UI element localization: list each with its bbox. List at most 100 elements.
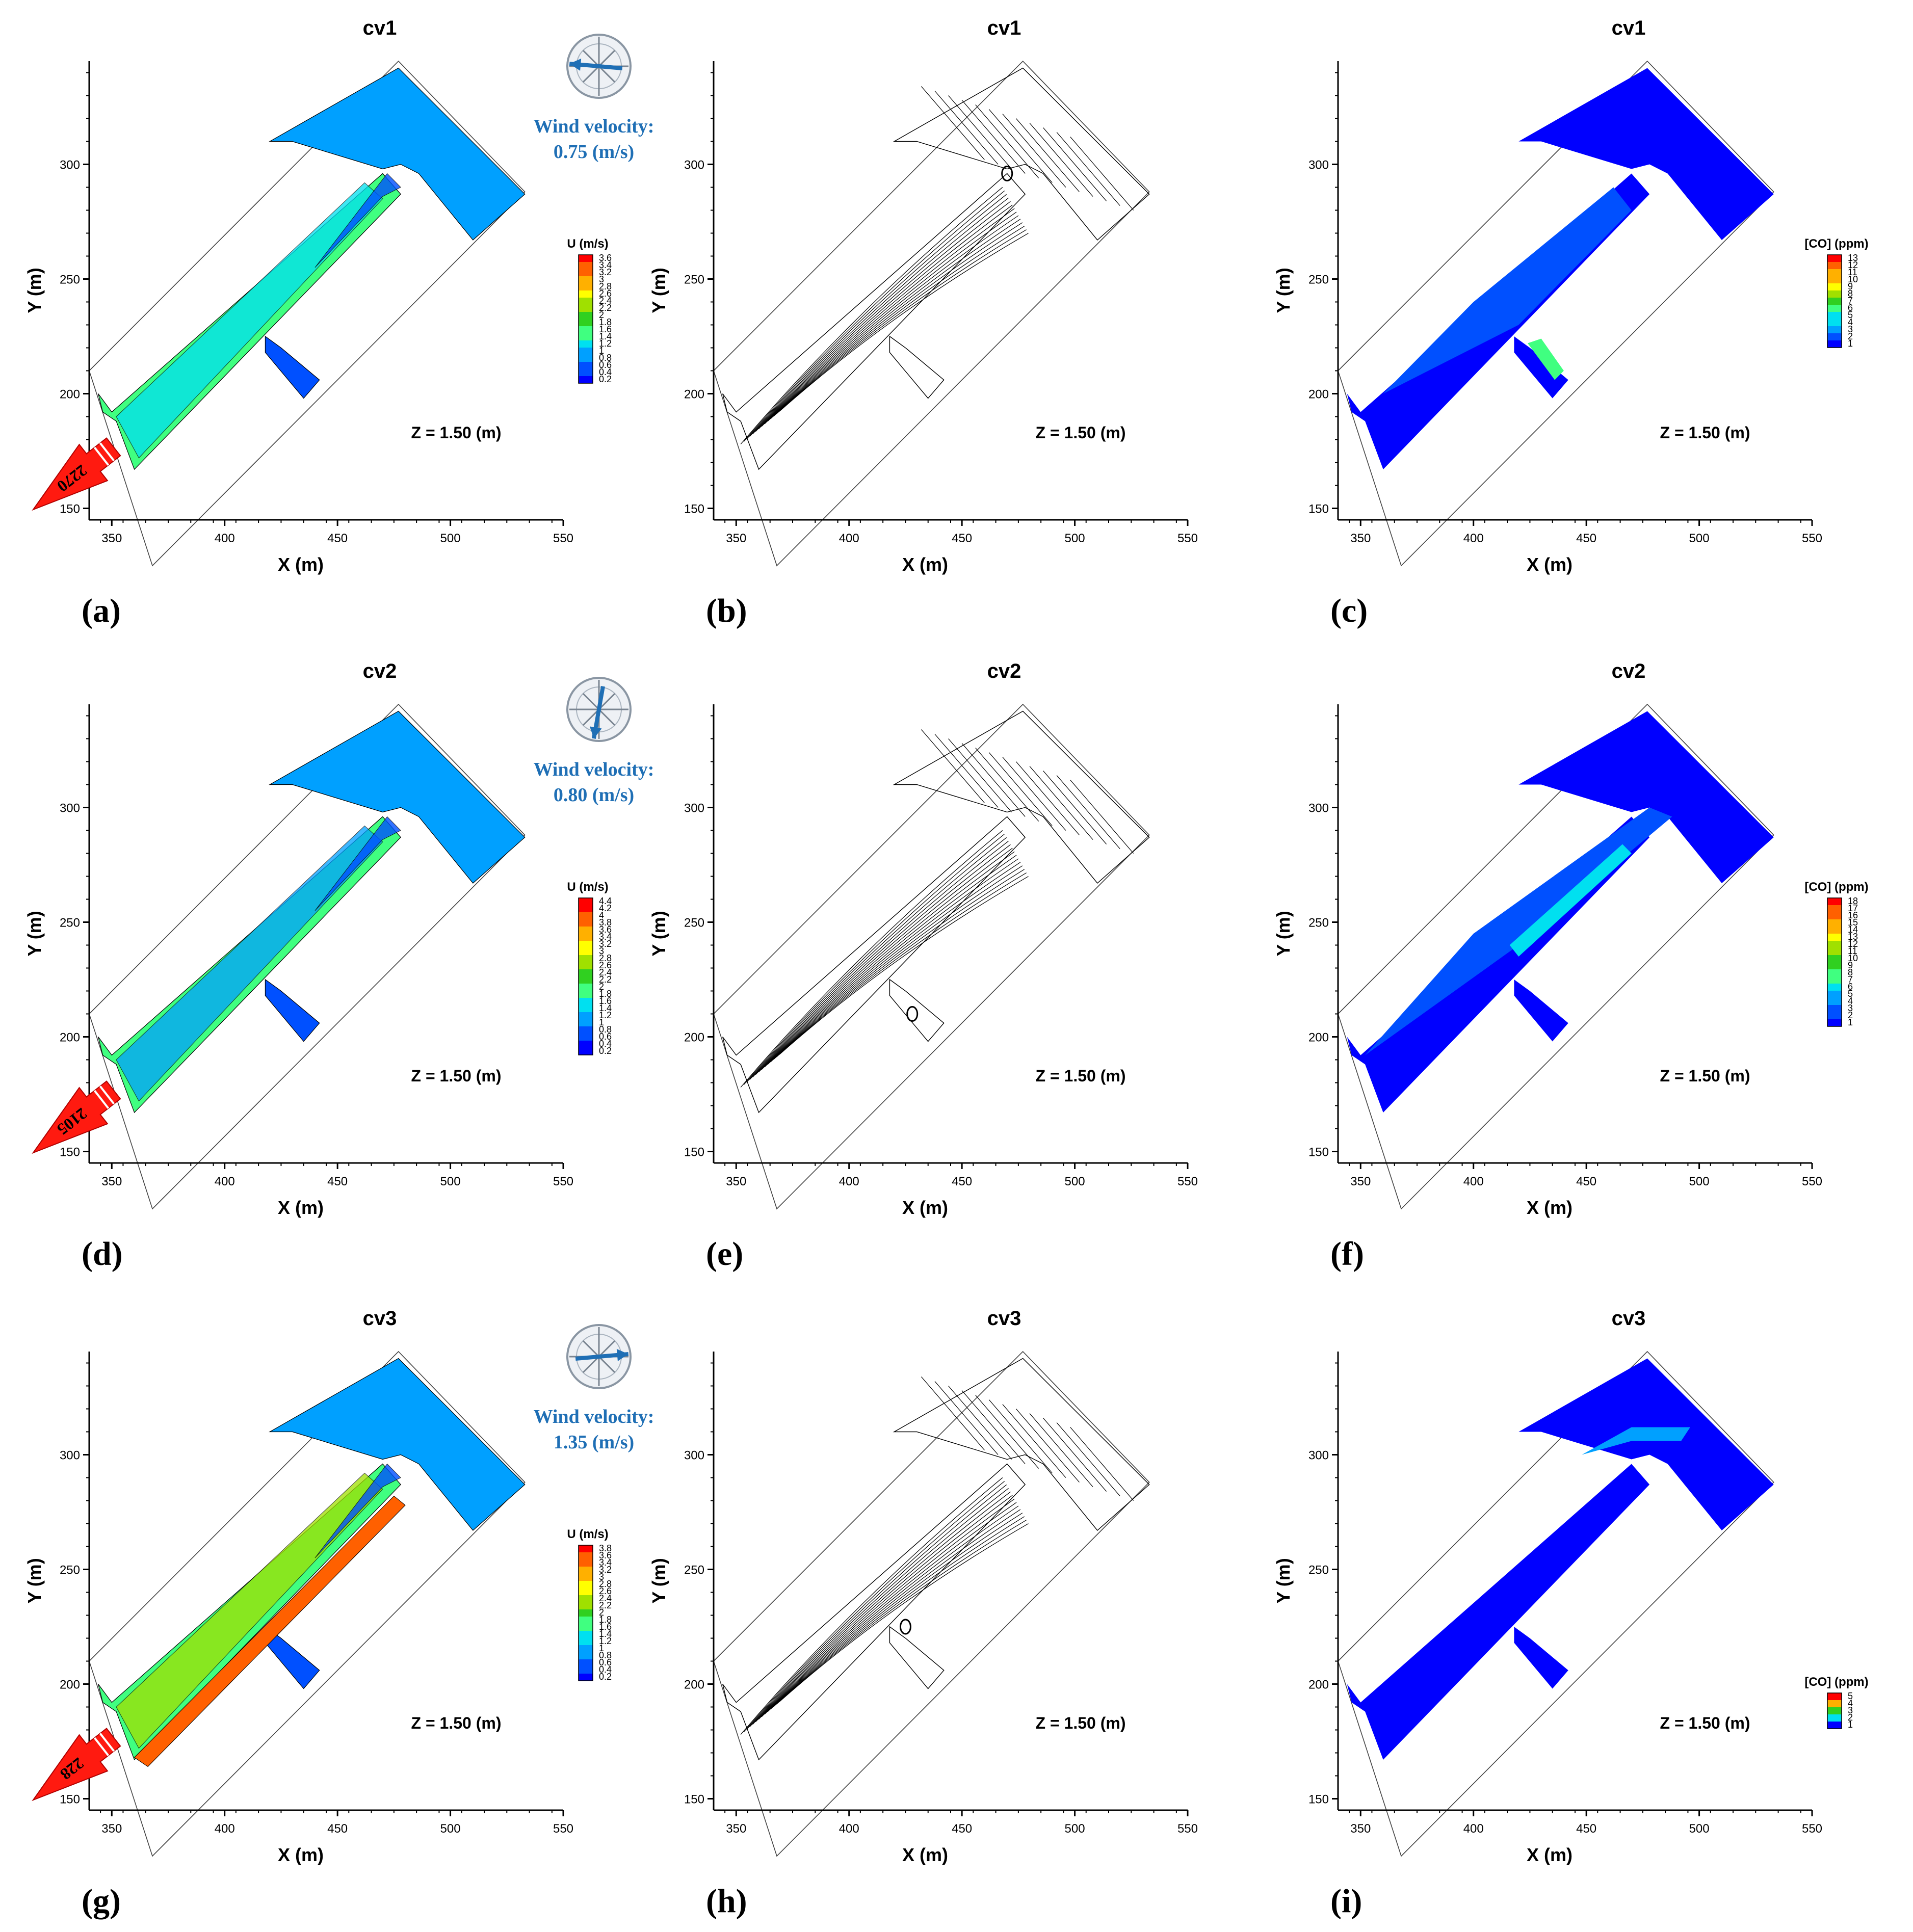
streamline [764,858,1019,1068]
velocity-field-side-street [265,978,320,1042]
legend-swatch [579,340,593,348]
streamline [779,233,1029,412]
streamline [758,1498,1015,1720]
streamline [743,833,1005,1085]
streamline [1070,1427,1134,1501]
legend-tick-label: 0.2 [599,1046,612,1056]
y-tick-label: 250 [1308,273,1329,287]
y-tick-label: 150 [60,1793,80,1807]
traffic-flow-arrow-icon: 2105 [32,1080,121,1154]
legend-swatch [1827,962,1842,969]
x-tick-label: 350 [101,532,122,545]
legend-swatch [579,969,593,976]
domain-boundary [713,60,1150,567]
y-tick-label: 200 [684,1678,704,1692]
z-label: Z = 1.50 (m) [1036,424,1126,442]
legend-swatch [579,355,593,362]
wind-velocity-value: 0.75 (m/s) [554,141,634,163]
x-axis-label: X (m) [278,1197,324,1218]
legend-swatch [579,1574,593,1581]
streamline [921,86,985,160]
legend-swatch [579,1559,593,1567]
x-tick-label: 400 [1463,1822,1484,1836]
streamline [921,729,985,803]
compass-point-icon [582,49,600,67]
legend-swatch [579,998,593,1005]
legend-swatch [1827,269,1842,276]
streamline [1002,1404,1066,1478]
legend-swatch [579,898,593,905]
y-tick-label: 200 [60,388,80,402]
legend-tick-label: 1 [599,346,604,356]
legend-title: [CO] (ppm) [1804,237,1868,251]
legend-swatch [579,319,593,326]
panel-f: cv2 350 400 450 500 550 150 200 250 300 X (m) Y (m)… [1273,660,1869,1273]
legend-swatch [1827,340,1842,348]
z-label: Z = 1.50 (m) [1036,1714,1126,1732]
legend-swatch [579,1545,593,1552]
streamline [1002,757,1066,831]
legend-tick-label: 0.6 [599,1657,612,1668]
x-tick-label: 350 [1350,1175,1371,1188]
streamline [740,830,1003,1088]
legend-swatch [1827,1012,1842,1019]
streamline [749,1488,1009,1728]
legend-swatch [579,362,593,369]
legend-tick-label: 3.6 [599,924,612,935]
legend-swatch [1827,319,1842,326]
velocity-contour-high [134,1495,406,1767]
legend-swatch [1827,290,1842,298]
legend-title: [CO] (ppm) [1804,880,1868,894]
legend-tick-label: 1.4 [599,1629,612,1639]
streamline [773,226,1025,417]
legend-swatch [579,941,593,948]
legend-tick-label: 4.4 [599,896,612,906]
z-label: Z = 1.50 (m) [1660,424,1750,442]
legend-tick-label: 3 [1848,1705,1853,1715]
velocity-contour-low [315,1463,401,1558]
legend-tick-label: 2 [1848,1712,1853,1723]
y-tick-label: 300 [1308,1449,1329,1463]
legend-tick-label: 0.8 [599,1650,612,1660]
legend-swatch [579,326,593,333]
legend-swatch [579,976,593,984]
x-tick-label: 400 [1463,1175,1484,1188]
y-axis-label: Y (m) [24,911,45,956]
legend-swatch [1827,919,1842,927]
legend-swatch [579,984,593,991]
streamline [746,194,1007,439]
y-tick-label: 300 [60,802,80,815]
legend-swatch [1827,1707,1842,1714]
streamline [755,1495,1013,1723]
legend-tick-label: 1.2 [599,338,612,349]
y-axis-label: Y (m) [24,1558,45,1603]
y-tick-label: 250 [60,273,80,287]
legend-tick-label: 12 [1848,939,1858,949]
streamline [746,1484,1007,1730]
panel-h: cv3 350 400 450 500 550 150 200 250 300 X (m) Y (m)… [648,1307,1198,1920]
recirculation-vortex [899,1619,911,1635]
streamline [755,848,1013,1075]
x-tick-label: 500 [1689,1175,1710,1188]
x-axis-label: X (m) [278,1844,324,1865]
legend-swatch [1827,991,1842,998]
legend-tick-label: 13 [1848,932,1858,942]
x-axis-label: X (m) [902,1844,948,1865]
x-axis-label: X (m) [902,1197,948,1218]
co-field-intersection [1518,711,1774,883]
y-axis-label: Y (m) [1273,268,1294,313]
y-tick-label: 150 [60,502,80,516]
streamline [758,851,1015,1073]
streamline [1043,771,1107,844]
legend-swatch [579,312,593,319]
legend-swatch [1827,283,1842,290]
panel-letter: (c) [1330,592,1368,629]
streamline [770,1513,1023,1710]
panel-letter: (h) [706,1883,747,1920]
velocity-field-intersection [269,710,526,884]
x-tick-label: 550 [1177,1175,1198,1188]
streamline [752,844,1011,1078]
legend-tick-label: 0.8 [599,1024,612,1035]
x-tick-label: 450 [327,532,348,545]
legend-frame [1827,897,1842,1027]
